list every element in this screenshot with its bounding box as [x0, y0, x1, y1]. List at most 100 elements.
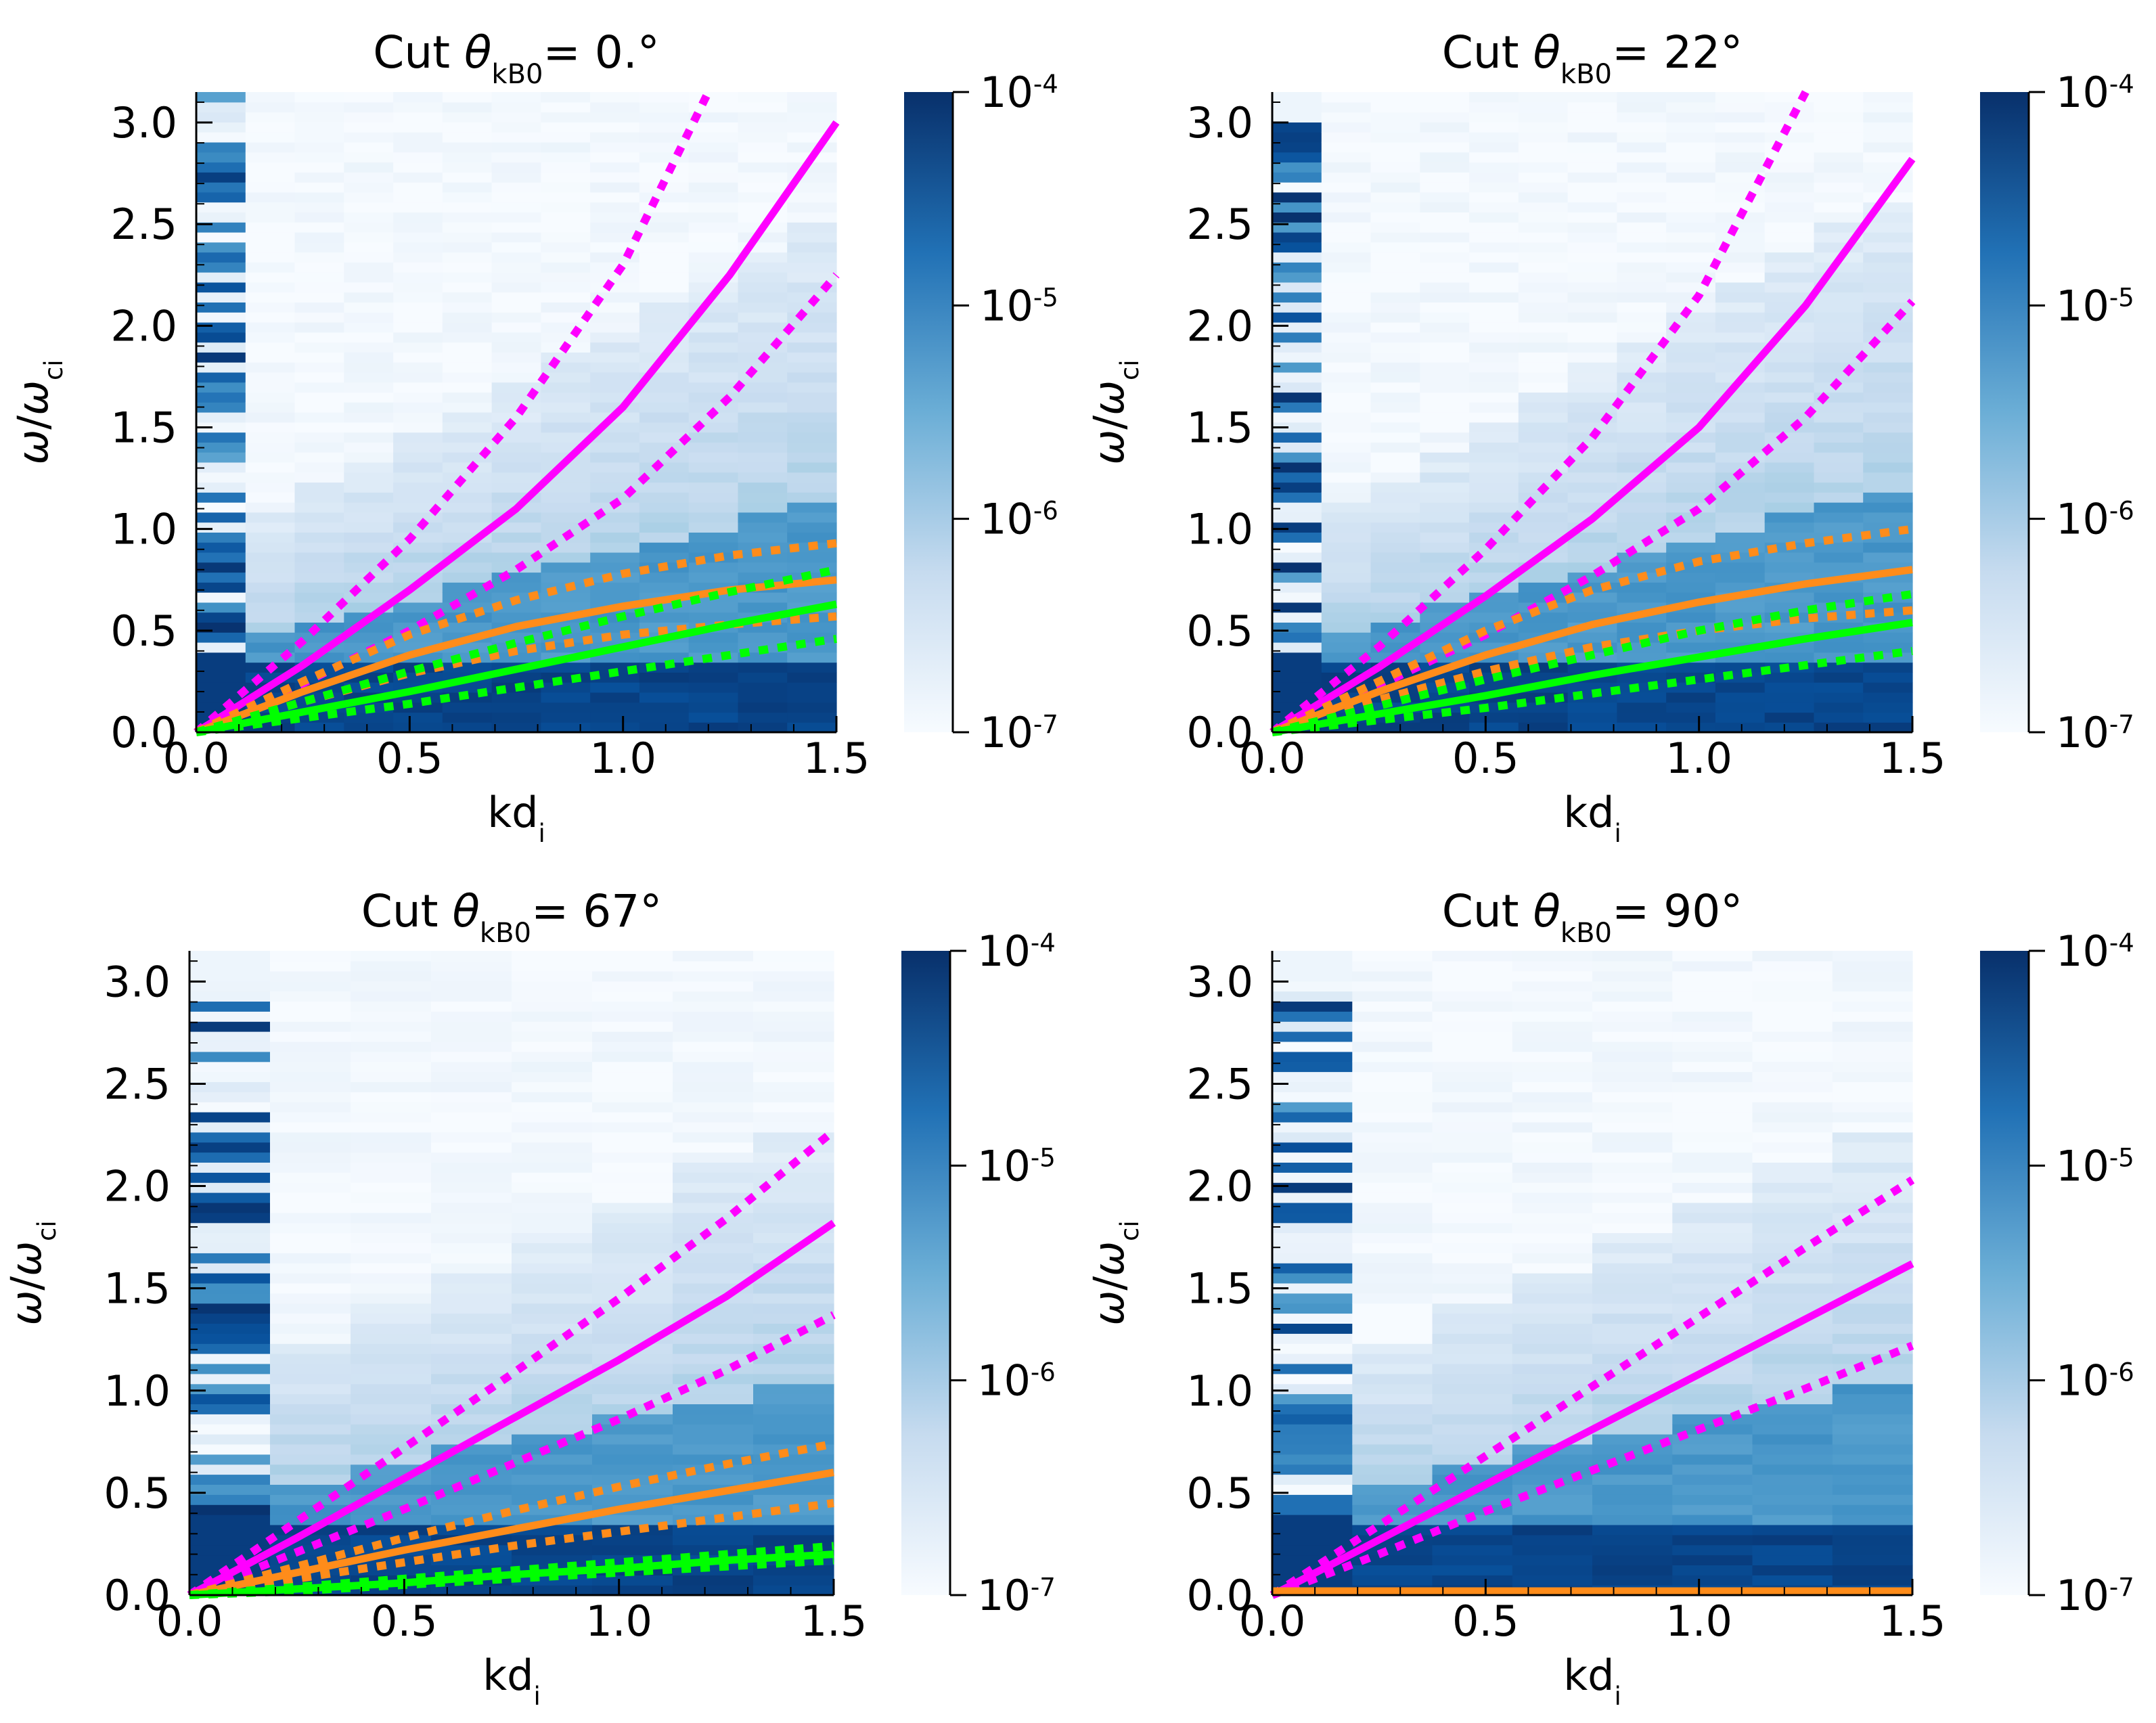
x-axis-label-part: kd	[482, 1651, 533, 1700]
heatmap-cell	[512, 1282, 593, 1294]
heatmap-cell	[1432, 1102, 1513, 1113]
heatmap-cell	[344, 482, 394, 493]
heatmap-cell	[1518, 262, 1569, 273]
heatmap-cell	[688, 672, 739, 683]
heatmap-cell	[270, 1162, 351, 1173]
heatmap-cell	[639, 92, 690, 103]
heatmap-cell	[592, 1393, 673, 1404]
heatmap-cell	[189, 1081, 271, 1092]
y-axis-label-part: ω	[1084, 1241, 1133, 1276]
heatmap-cell	[1469, 202, 1519, 212]
heatmap-cell	[592, 1524, 673, 1536]
heatmap-cell	[673, 1585, 754, 1596]
heatmap-cell	[1752, 1544, 1833, 1556]
heatmap-cell	[753, 1393, 834, 1404]
heatmap-cell	[351, 1253, 432, 1263]
heatmap-cell	[1272, 951, 1353, 962]
chart-title-part: kB0	[491, 59, 543, 90]
heatmap-cell	[1567, 252, 1617, 263]
y-tick-label: 2.5	[1186, 1059, 1253, 1109]
heatmap-cell	[688, 572, 739, 583]
heatmap-cell	[673, 1263, 754, 1274]
heatmap-cell	[541, 722, 591, 733]
heatmap-cell	[344, 182, 394, 193]
heatmap-cell	[590, 362, 640, 373]
heatmap-cell	[393, 332, 443, 343]
heatmap-cell	[1814, 692, 1864, 703]
heatmap-cell	[1764, 492, 1815, 503]
heatmap-cell	[1272, 1293, 1353, 1304]
heatmap-cell	[1715, 282, 1766, 293]
heatmap-cell	[1666, 702, 1716, 713]
heatmap-cell	[393, 492, 443, 503]
heatmap-cell	[431, 1333, 512, 1344]
heatmap-cell	[1863, 532, 1913, 543]
heatmap-cell	[1432, 1243, 1513, 1253]
heatmap-cell	[738, 552, 788, 563]
heatmap-cell	[393, 482, 443, 493]
heatmap-cell	[1272, 1263, 1353, 1274]
colorbar-tick-label-part: 10	[2056, 926, 2109, 976]
y-tick-label-part: 1.0	[1186, 505, 1253, 554]
heatmap-cell	[1832, 1575, 1913, 1586]
heatmap-cell	[393, 432, 443, 443]
heatmap-cell	[1863, 222, 1913, 233]
heatmap-cell	[1469, 252, 1519, 263]
heatmap-cell	[1352, 1343, 1433, 1354]
heatmap-cell	[1617, 412, 1667, 423]
heatmap-cell	[245, 262, 296, 273]
heatmap-cell	[491, 132, 541, 143]
heatmap-cell	[245, 392, 296, 403]
heatmap-cell	[196, 522, 246, 533]
heatmap-cell	[1592, 1202, 1673, 1213]
heatmap-cell	[1666, 462, 1716, 473]
y-tick-label: 3.0	[110, 98, 177, 148]
colorbar-tick-label-part: -4	[1033, 70, 1058, 99]
heatmap-cell	[245, 502, 296, 513]
heatmap-cell	[431, 1353, 512, 1364]
heatmap-cell	[1420, 502, 1470, 513]
heatmap-cell	[1370, 182, 1420, 193]
heatmap-cell	[1832, 1243, 1913, 1253]
heatmap-cell	[753, 1031, 834, 1042]
heatmap-cell	[1666, 141, 1716, 153]
heatmap-cell	[1832, 1061, 1913, 1073]
heatmap-cell	[196, 202, 246, 212]
heatmap-cell	[688, 382, 739, 393]
heatmap-cell	[1715, 262, 1766, 273]
heatmap-cell	[639, 412, 690, 423]
heatmap-cell	[1420, 182, 1470, 193]
heatmap-cell	[1370, 231, 1420, 243]
heatmap-cell	[1863, 512, 1913, 523]
heatmap-cell	[1321, 132, 1372, 143]
heatmap-cell	[270, 1424, 351, 1435]
heatmap-cell	[1512, 1575, 1593, 1586]
heatmap-cell	[1617, 302, 1667, 313]
heatmap-cell	[787, 252, 837, 263]
heatmap-cell	[1321, 342, 1372, 353]
heatmap-cell	[590, 542, 640, 553]
heatmap-cell	[592, 1212, 673, 1224]
heatmap-cell	[1832, 1081, 1913, 1092]
heatmap-cell	[541, 562, 591, 573]
heatmap-cell	[1321, 542, 1372, 553]
heatmap-cell	[1352, 1434, 1433, 1445]
x-tick-label: 1.5	[1879, 1596, 1946, 1646]
y-tick-label: 0.5	[104, 1469, 171, 1518]
heatmap-cell	[787, 672, 837, 683]
heatmap-cell	[1352, 1504, 1433, 1515]
heatmap-cell	[541, 602, 591, 613]
heatmap-cell	[590, 202, 640, 212]
heatmap-cell	[1617, 152, 1667, 163]
heatmap-cell	[393, 272, 443, 283]
heatmap-cell	[270, 1464, 351, 1475]
heatmap-cell	[590, 342, 640, 353]
heatmap-cell	[1272, 342, 1322, 353]
heatmap-cell	[1469, 152, 1519, 163]
heatmap-cell	[1469, 412, 1519, 423]
heatmap-cell	[1420, 272, 1470, 283]
dispersion-curve-9	[1272, 646, 1913, 736]
heatmap-cell	[1420, 312, 1470, 323]
heatmap-cell	[1512, 1021, 1593, 1032]
heatmap-cell	[1370, 272, 1420, 283]
